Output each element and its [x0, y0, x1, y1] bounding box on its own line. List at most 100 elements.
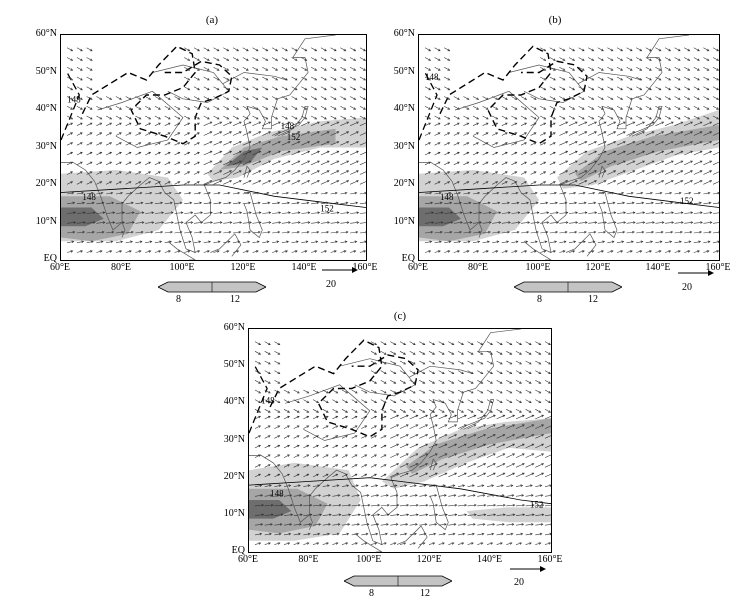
wind-arrow	[472, 202, 481, 205]
wind-arrow	[361, 523, 369, 526]
wind-arrow	[544, 514, 551, 516]
wind-arrow-head	[109, 181, 113, 184]
wind-arrow	[438, 415, 448, 420]
wind-arrow	[86, 132, 93, 136]
wind-arrow	[341, 416, 348, 420]
wind-arrow	[135, 241, 143, 244]
wind-arrow-head	[226, 68, 230, 71]
wind-arrow	[477, 341, 483, 345]
wind-arrow	[457, 443, 467, 449]
wind-arrow-head	[405, 434, 409, 437]
wind-arrow-head	[316, 230, 320, 234]
lat-tick-label: EQ	[401, 253, 415, 264]
lat-tick-label: 30°N	[223, 433, 245, 445]
wind-arrow-head	[99, 151, 103, 155]
wind-arrow	[434, 105, 441, 110]
wind-arrow-head	[482, 494, 486, 497]
wind-arrow-head	[297, 150, 301, 154]
wind-arrow-head	[139, 240, 143, 244]
wind-arrow-head	[277, 201, 281, 205]
wind-arrow-head	[307, 141, 311, 144]
wind-arrow	[428, 409, 435, 413]
wind-arrow-head	[128, 132, 132, 135]
wind-arrow-head	[131, 211, 135, 215]
wind-arrow	[341, 473, 348, 478]
wind-arrow-head	[128, 117, 132, 120]
wind-arrow-head	[258, 121, 262, 124]
wind-arrow	[164, 241, 172, 244]
wind-arrow	[486, 360, 493, 365]
wind-arrow	[712, 122, 719, 126]
wind-arrow-head	[461, 371, 464, 375]
wind-arrow	[664, 170, 674, 175]
wind-arrow	[242, 192, 250, 195]
wind-arrow-head	[464, 513, 468, 517]
wind-arrow-head	[297, 211, 301, 215]
wind-arrow	[359, 181, 366, 185]
wind-arrow-head	[483, 503, 487, 507]
wind-arrow-head	[563, 240, 567, 244]
wind-arrow-head	[506, 191, 509, 195]
wind-arrow-head	[363, 97, 366, 100]
wind-arrow	[578, 241, 586, 244]
wind-arrow	[320, 96, 327, 100]
wind-arrow-head	[268, 381, 271, 384]
wind-arrow	[549, 86, 556, 91]
wind-arrow-head	[287, 400, 291, 404]
wind-arrow-head	[325, 425, 329, 428]
wind-arrow	[515, 443, 525, 449]
wind-arrow-head	[158, 181, 161, 184]
wind-arrow	[457, 380, 464, 384]
wind-arrow	[645, 141, 655, 146]
wind-arrow-head	[345, 425, 348, 428]
wind-arrow-head	[447, 122, 451, 126]
wind-arrow	[76, 212, 86, 214]
wind-arrow	[96, 122, 102, 126]
wind-arrow-head	[396, 424, 400, 427]
wind-arrow	[616, 141, 626, 146]
wind-arrow	[301, 66, 307, 71]
wind-arrow-head	[227, 191, 231, 195]
wind-arrow-head	[530, 532, 533, 536]
wind-arrow	[303, 445, 309, 449]
wind-arrow-head	[669, 191, 673, 195]
wind-arrow-head	[544, 191, 548, 195]
wind-arrow	[154, 152, 161, 156]
wind-arrow-head	[422, 361, 426, 365]
wind-arrow	[409, 409, 416, 413]
wind-arrow-head	[287, 464, 290, 467]
wind-arrow	[457, 370, 464, 374]
wind-arrow-head	[457, 117, 460, 120]
wind-arrow	[597, 76, 604, 81]
wind-arrow-head	[531, 434, 535, 437]
wind-arrow	[535, 443, 544, 449]
wind-arrow	[370, 351, 377, 355]
wind-arrow	[544, 454, 551, 458]
wind-arrow	[525, 434, 534, 439]
map-plot-c: 148 148 152	[248, 328, 552, 553]
wind-arrow	[419, 533, 426, 536]
wind-arrow-head	[581, 250, 585, 253]
wind-arrow	[626, 76, 633, 81]
wind-arrow-head	[425, 472, 429, 476]
wind-arrow-head	[329, 513, 332, 517]
wind-arrow	[434, 122, 441, 126]
wind-arrow	[674, 121, 683, 126]
wind-arrow	[86, 57, 93, 61]
wind-arrow	[559, 212, 568, 214]
wind-arrow	[486, 504, 496, 507]
wind-arrow	[254, 464, 261, 468]
wind-arrow-head	[480, 542, 484, 545]
wind-arrow	[293, 504, 303, 507]
wind-arrow	[535, 389, 541, 394]
wind-arrow-head	[670, 160, 674, 163]
coastline	[508, 64, 585, 103]
wind-arrow	[164, 132, 171, 136]
wind-arrow	[311, 192, 318, 195]
wind-arrow	[424, 57, 431, 61]
wind-arrow-head	[353, 87, 357, 91]
wind-arrow	[184, 161, 190, 166]
wind-arrow	[76, 142, 83, 146]
wind-arrow-head	[265, 87, 269, 91]
wind-arrow-head	[629, 48, 633, 52]
